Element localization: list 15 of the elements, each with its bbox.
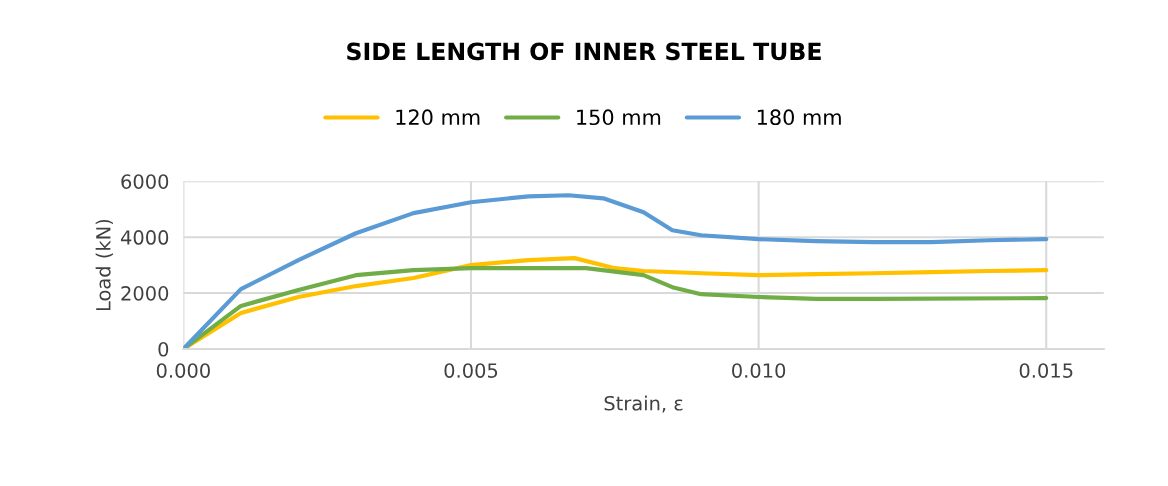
y-axis-title: Load (kN) bbox=[95, 219, 113, 311]
x-axis-title: Strain, ε bbox=[604, 395, 683, 413]
chart-title: SIDE LENGTH OF INNER STEEL TUBE bbox=[347, 42, 821, 61]
x-tick-label: 0.000 bbox=[156, 363, 210, 378]
y-tick-label: 2000 bbox=[121, 286, 169, 301]
y-tick-label: 0 bbox=[158, 341, 169, 357]
legend-label: 150 mm bbox=[577, 109, 661, 126]
x-tick-label: 0.015 bbox=[1019, 363, 1073, 378]
legend-label: 120 mm bbox=[396, 109, 480, 126]
x-tick-label: 0.005 bbox=[444, 363, 498, 378]
legend-label: 180 mm bbox=[757, 109, 841, 126]
line-series bbox=[183, 193, 1049, 349]
y-tick-label: 6000 bbox=[121, 174, 169, 189]
y-tick-label: 4000 bbox=[120, 230, 169, 245]
x-tick-label: 0.010 bbox=[732, 363, 786, 378]
